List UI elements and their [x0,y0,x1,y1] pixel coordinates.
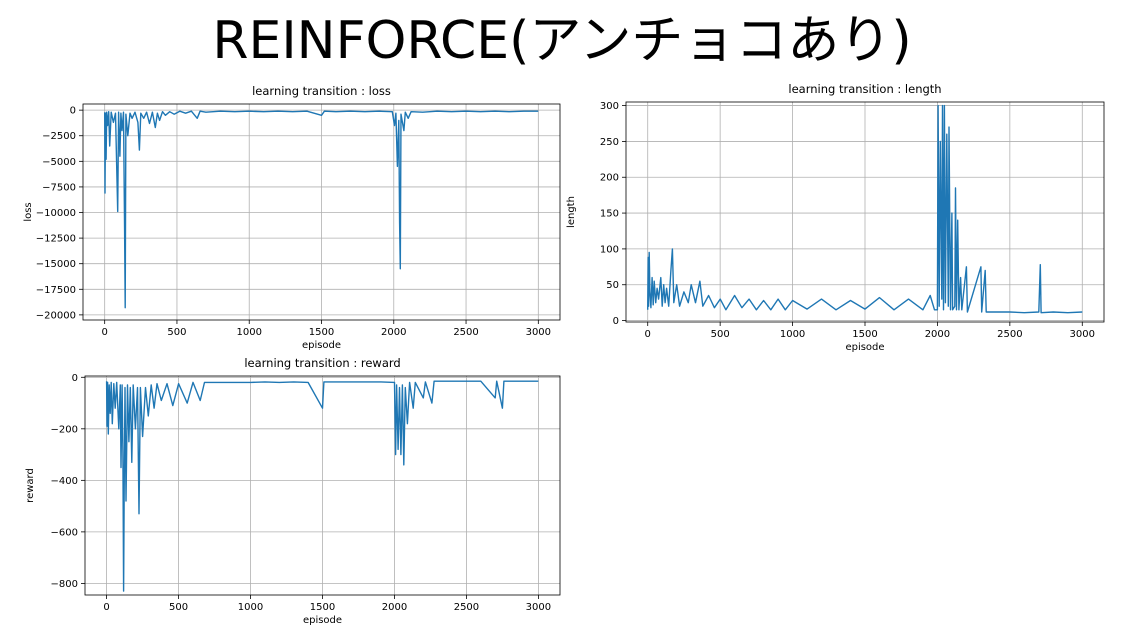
x-tick-label: 1500 [852,329,877,340]
x-tick-label: 1000 [237,327,262,338]
x-tick-label: 2500 [997,329,1022,340]
x-tick-label: 1500 [310,602,335,613]
x-tick-label: 2000 [382,602,407,613]
y-tick-label: −200 [51,424,78,435]
y-tick-label: 300 [600,101,619,112]
y-tick-label: 100 [600,244,619,255]
y-tick-label: −600 [51,527,78,538]
y-axis-label: reward [25,468,36,503]
y-tick-label: −400 [51,476,78,487]
chart-title: learning transition : reward [244,356,400,370]
series-line [647,104,1083,314]
x-tick-label: 2500 [454,602,479,613]
y-tick-label: 0 [613,316,619,327]
chart-title: learning transition : loss [252,84,391,98]
x-tick-label: 1000 [780,329,805,340]
y-tick-label: 250 [600,137,619,148]
x-tick-label: 0 [103,602,109,613]
x-tick-label: 1000 [238,602,263,613]
y-tick-label: −15000 [36,259,76,270]
slide-title: REINFORCE(アンチョコあり) [212,11,912,71]
y-tick-label: −800 [51,579,78,590]
x-tick-label: 2000 [381,327,406,338]
y-axis-label: length [566,196,577,228]
x-tick-label: 3000 [1070,329,1095,340]
chart-title: learning transition : length [788,82,941,96]
x-tick-label: 0 [101,327,107,338]
y-tick-label: 0 [70,106,76,117]
y-tick-label: −2500 [42,131,76,142]
x-tick-label: 1500 [309,327,334,338]
y-tick-label: −5000 [42,157,76,168]
y-tick-label: −10000 [36,208,76,219]
y-tick-label: −12500 [36,234,76,245]
y-tick-label: −7500 [42,182,76,193]
y-tick-label: 0 [72,373,78,384]
x-tick-label: 3000 [526,327,551,338]
y-tick-label: −17500 [36,285,76,296]
x-axis-label: episode [845,342,884,353]
x-tick-label: 2000 [925,329,950,340]
x-tick-label: 500 [167,327,186,338]
x-tick-label: 500 [711,329,730,340]
y-axis-label: loss [23,202,34,221]
x-axis-label: episode [303,615,342,626]
x-tick-label: 3000 [526,602,551,613]
x-tick-label: 500 [169,602,188,613]
x-axis-label: episode [302,340,341,351]
y-tick-label: 200 [600,173,619,184]
x-tick-label: 0 [645,329,651,340]
series-line [104,110,539,309]
x-tick-label: 2500 [453,327,478,338]
y-tick-label: 50 [606,280,619,291]
series-line [105,380,539,592]
y-tick-label: 150 [600,209,619,220]
y-tick-label: −20000 [36,310,76,321]
